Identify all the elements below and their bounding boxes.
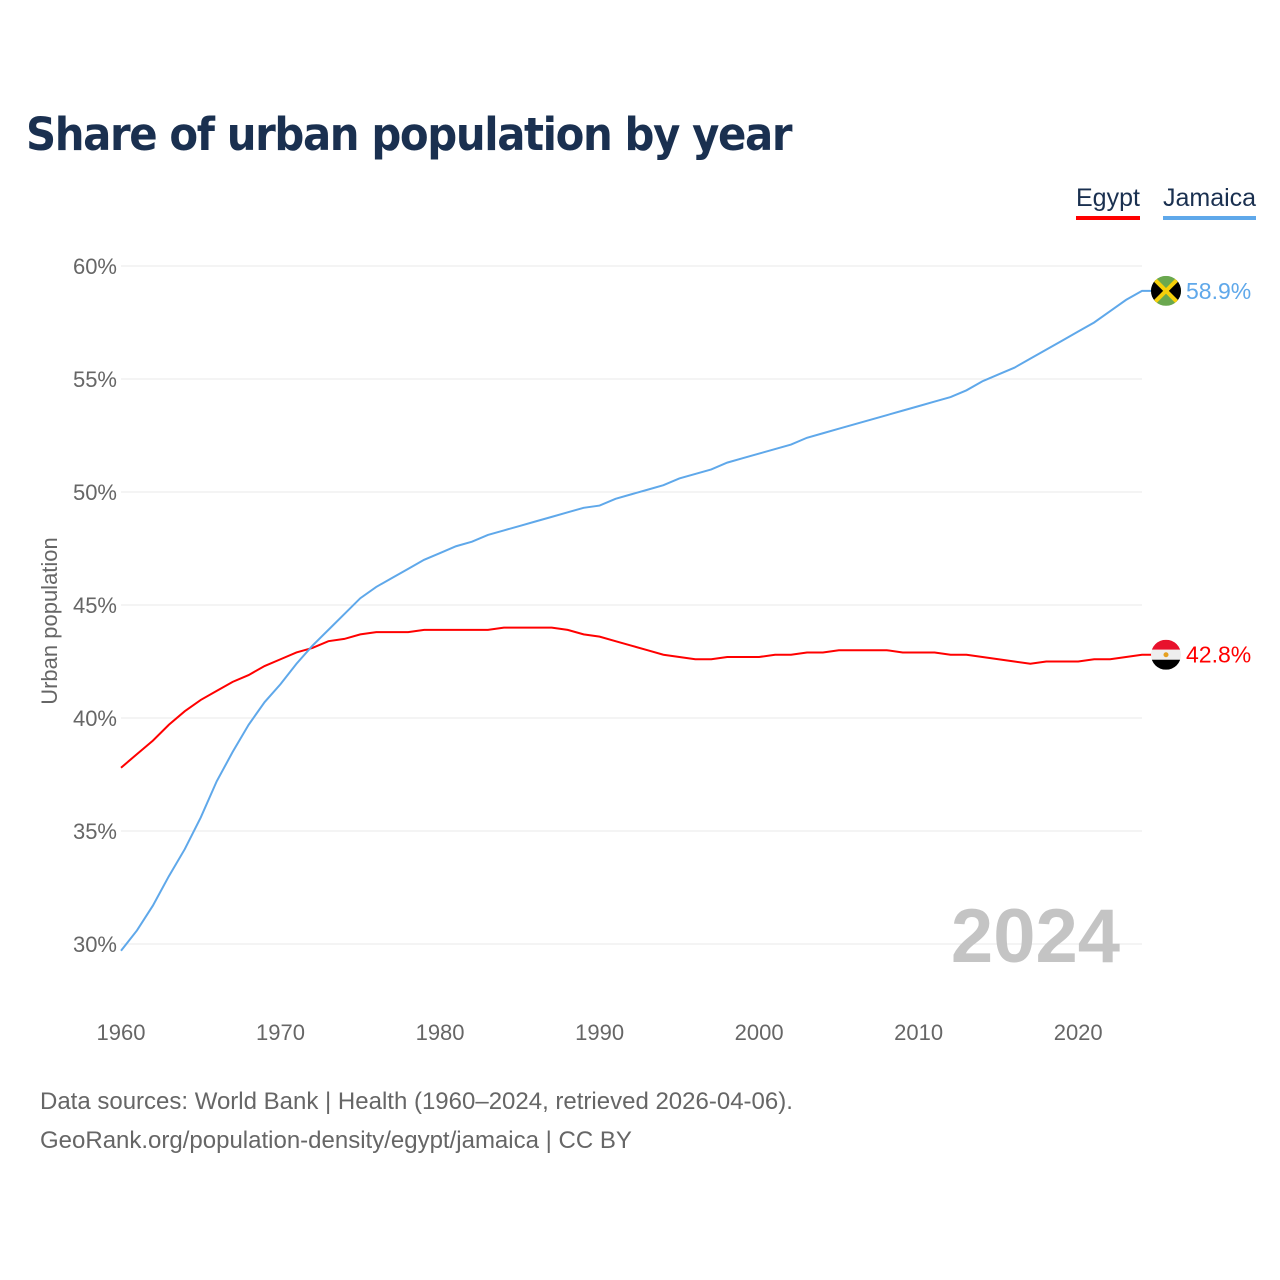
x-tick-label: 1990 xyxy=(575,1020,624,1045)
y-tick-label: 50% xyxy=(73,480,117,505)
y-tick-label: 55% xyxy=(73,367,117,392)
footer-sources: Data sources: World Bank | Health (1960–… xyxy=(40,1088,793,1115)
year-watermark: 2024 xyxy=(951,894,1120,979)
x-tick-label: 1960 xyxy=(97,1020,146,1045)
y-tick-label: 60% xyxy=(73,254,117,279)
x-tick-label: 2000 xyxy=(735,1020,784,1045)
end-value-label-jamaica: 58.9% xyxy=(1186,278,1251,304)
footer-link[interactable]: GeoRank.org/population-density/egypt/jam… xyxy=(40,1127,632,1154)
x-tick-label: 2010 xyxy=(894,1020,943,1045)
end-value-label-egypt: 42.8% xyxy=(1186,642,1251,668)
y-tick-label: 40% xyxy=(73,706,117,731)
series-line-jamaica xyxy=(120,289,1152,952)
legend-jamaica[interactable]: Jamaica xyxy=(1163,184,1257,220)
egypt-flag-icon xyxy=(1151,639,1181,670)
y-tick-label: 45% xyxy=(73,593,117,618)
legend-egypt[interactable]: Egypt xyxy=(1076,184,1140,220)
x-tick-label: 2020 xyxy=(1054,1020,1103,1045)
jamaica-flag-icon xyxy=(1151,275,1181,306)
chart-title: Share of urban population by year xyxy=(26,108,793,161)
x-tick-label: 1980 xyxy=(416,1020,465,1045)
series-line-egypt xyxy=(120,626,1152,769)
y-tick-label: 35% xyxy=(73,819,117,844)
y-tick-label: 30% xyxy=(73,932,117,957)
x-tick-label: 1970 xyxy=(256,1020,305,1045)
